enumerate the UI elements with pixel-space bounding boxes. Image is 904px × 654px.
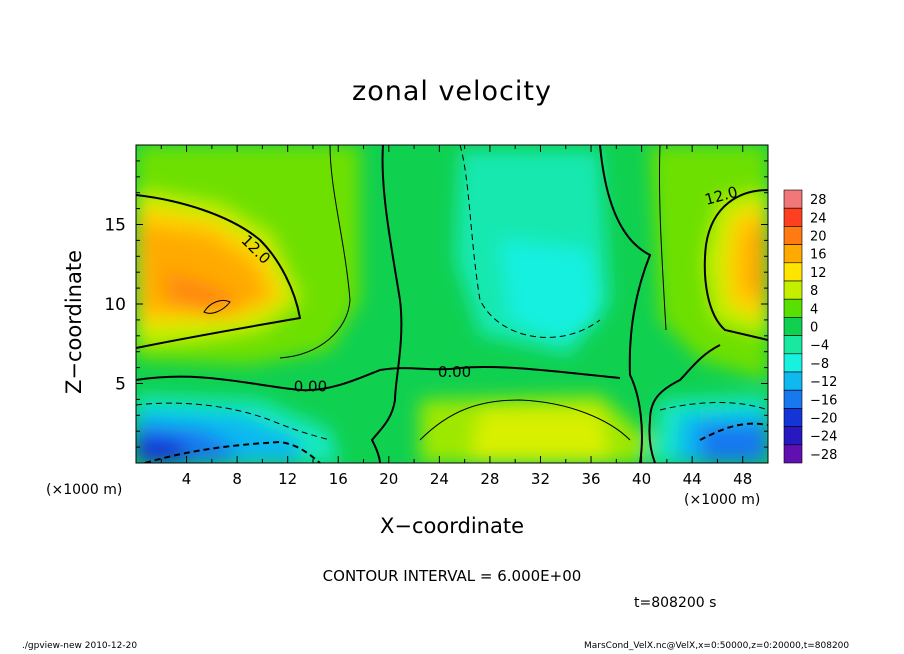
colorbar-label: 8 bbox=[810, 284, 818, 299]
x-axis-label: X−coordinate bbox=[380, 514, 524, 538]
x-tick-label: 24 bbox=[430, 470, 449, 488]
colorbar-label: 24 bbox=[810, 211, 827, 226]
colorbar-swatch bbox=[783, 335, 803, 355]
x-tick-label: 32 bbox=[531, 470, 550, 488]
colorbar-label: 4 bbox=[810, 302, 818, 317]
velocity-field bbox=[136, 145, 768, 463]
colorbar-label: −4 bbox=[810, 339, 829, 354]
x-tick-label: 44 bbox=[683, 470, 702, 488]
contour-label: 0.00 bbox=[438, 363, 471, 381]
colorbar-label: −20 bbox=[810, 412, 837, 427]
colorbar-swatch bbox=[783, 408, 803, 427]
footer-right: MarsCond_VelX.nc@VelX,x=0:50000,z=0:2000… bbox=[584, 641, 850, 651]
colorbar-label: 20 bbox=[810, 230, 827, 245]
colorbar-label: −24 bbox=[810, 430, 837, 445]
x-tick-label: 12 bbox=[278, 470, 297, 488]
colorbar-swatch bbox=[783, 207, 803, 227]
contour-interval: CONTOUR INTERVAL = 6.000E+00 bbox=[322, 567, 582, 585]
colorbar-swatch bbox=[783, 426, 803, 446]
y-tick-label: 15 bbox=[104, 216, 126, 236]
x-tick-label: 20 bbox=[379, 470, 398, 488]
x-tick-label: 4 bbox=[182, 470, 192, 488]
colorbar-label: 28 bbox=[810, 193, 827, 208]
colorbar-swatch bbox=[783, 298, 803, 318]
contour-lines bbox=[136, 145, 768, 463]
colorbar-label: −8 bbox=[810, 357, 829, 372]
x-unit-left: (×1000 m) bbox=[46, 482, 123, 498]
colorbar-swatch bbox=[783, 189, 803, 209]
colorbar-swatch bbox=[783, 280, 803, 300]
y-tick-label: 10 bbox=[104, 295, 126, 315]
axis-ticks bbox=[136, 145, 768, 463]
colorbar-swatch bbox=[783, 353, 803, 373]
colorbar-label: 16 bbox=[810, 248, 827, 263]
x-tick-label: 16 bbox=[329, 470, 348, 488]
contour-label: 0.00 bbox=[294, 377, 327, 395]
colorbar-label: 12 bbox=[810, 266, 827, 281]
chart-title: zonal velocity bbox=[352, 76, 552, 107]
colorbar-label: −12 bbox=[810, 375, 837, 390]
colorbar-label: −28 bbox=[810, 448, 837, 463]
colorbar-swatch bbox=[783, 371, 803, 391]
colorbar-swatch bbox=[783, 444, 803, 464]
x-tick-label: 8 bbox=[232, 470, 242, 488]
x-tick-label: 28 bbox=[480, 470, 499, 488]
colorbar-swatch bbox=[783, 262, 803, 282]
colorbar-swatch bbox=[783, 317, 803, 336]
x-tick-label: 48 bbox=[733, 470, 752, 488]
colorbar-swatch bbox=[783, 226, 803, 245]
y-axis-label: Z−coordinate bbox=[62, 250, 86, 394]
colorbar-swatch bbox=[783, 389, 803, 409]
colorbar-label: 0 bbox=[810, 321, 818, 336]
y-tick-label: 5 bbox=[115, 375, 126, 395]
colorbar: 28 24 20 16 12 8 4 0 −4 −8 −12 −16 −20 −24 −28 bbox=[783, 189, 837, 464]
time-stamp: t=808200 s bbox=[634, 595, 717, 611]
x-tick-label: 36 bbox=[581, 470, 600, 488]
footer-left: ./gpview-new 2010-12-20 bbox=[22, 641, 138, 651]
x-tick-label: 40 bbox=[632, 470, 651, 488]
x-unit-right: (×1000 m) bbox=[684, 492, 761, 508]
colorbar-swatch bbox=[783, 244, 803, 264]
colorbar-label: −16 bbox=[810, 393, 837, 408]
